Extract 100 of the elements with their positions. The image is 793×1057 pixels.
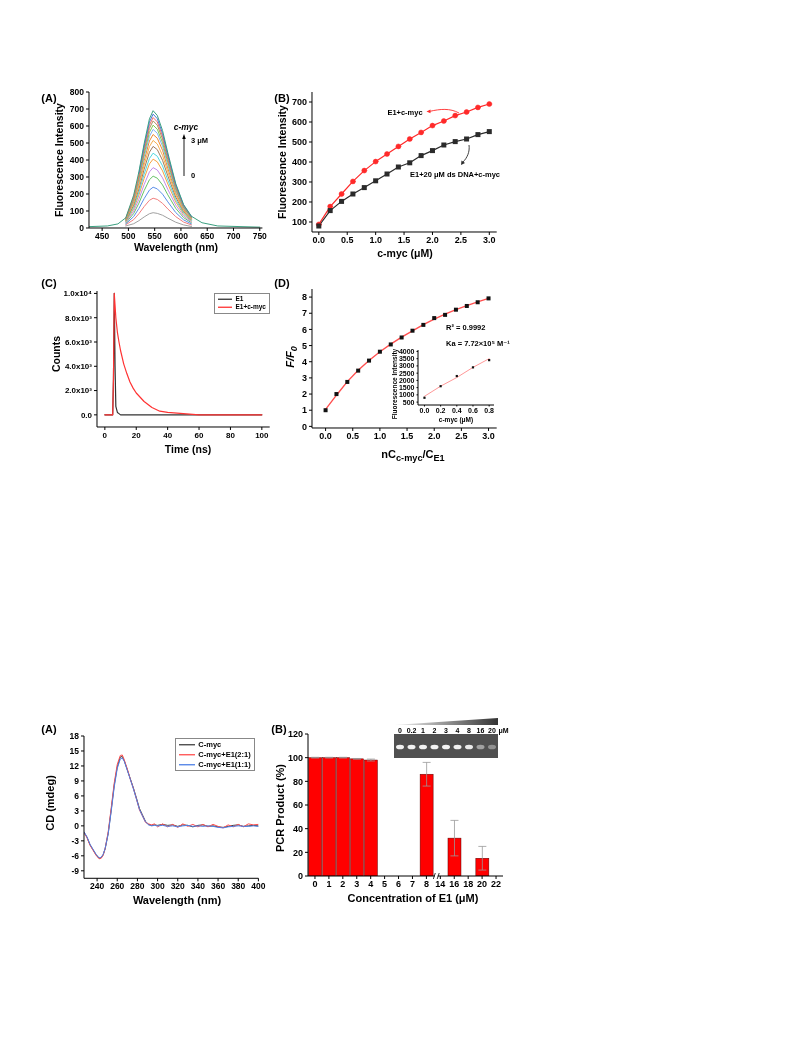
x-tick-label: 1.5 [401,431,414,442]
x-axis-title: Concentration of E1 (μM) [347,891,479,904]
y-axis-title: PCR Product (%) [273,764,286,852]
x-tick-label: 320 [170,881,186,892]
y-tick-label: 800 [70,87,85,98]
y-tick-label: 600 [292,117,308,128]
chart-title: (C) [41,276,57,289]
x-tick-label: 40 [163,430,173,440]
y-tick-label: 18 [69,731,80,742]
x-tick-label: 300 [150,881,166,892]
x-tick-label: 280 [130,881,146,892]
y-tick-label: 8.0x10³ [65,313,93,323]
y-tick-label: 300 [292,177,308,188]
y-tick-label: 700 [70,104,85,115]
x-tick-label: 0.0 [319,431,333,442]
y-tick-label: 1.0x10⁴ [63,289,93,299]
y-axis-title: Fluorescence Intensity [275,105,288,219]
x-tick-label: 550 [147,231,163,242]
y-tick-label: 15 [69,746,80,756]
y-tick-label: 2 [302,389,308,400]
y-tick-label: 300 [70,172,85,183]
x-tick-label: 260 [110,881,125,892]
y-tick-label: 40 [293,823,304,834]
y-tick-label: 4 [302,356,308,367]
y-tick-label: 2.0x10³ [65,386,93,396]
y-tick-label: 700 [292,97,308,108]
x-tick-label: 1.0 [373,431,387,442]
y-tick-label: 4.0x10³ [65,362,93,372]
y-tick-label: -3 [71,835,80,846]
x-tick-label: 14 [435,879,446,890]
y-tick-label: 80 [293,776,304,787]
y-tick-label: 100 [292,217,308,228]
x-tick-label: 8 [424,879,430,890]
chart-title: (D) [274,276,290,289]
x-tick-label: 3.0 [482,431,496,442]
y-tick-label: 200 [292,197,308,208]
x-axis-title: Wavelength (nm) [132,893,222,906]
x-tick-label: 0 [102,430,108,440]
y-tick-label: 500 [70,138,85,149]
y-tick-label: 500 [292,137,308,148]
chart-title: (B) [271,722,287,735]
chart-title: (A) [41,91,57,103]
x-tick-label: 600 [174,231,189,242]
x-tick-label: 240 [90,881,105,892]
y-tick-label: 8 [302,292,308,303]
y-tick-label: 60 [293,800,304,811]
x-tick-label: 360 [211,881,226,892]
y-tick-label: 0 [298,871,304,882]
y-tick-label: 6.0x10³ [65,337,93,347]
x-tick-label: 4 [368,879,374,890]
x-tick-label: 22 [491,879,502,890]
y-tick-label: 200 [70,189,85,200]
y-axis-title: Fluorescence Intensity [52,103,65,217]
x-tick-label: 340 [191,881,206,892]
x-tick-label: 1 [326,879,332,890]
x-tick-label: 0.5 [341,235,354,246]
x-tick-label: 1.5 [398,235,411,246]
x-tick-label: 5 [382,879,388,890]
y-tick-label: 0 [302,421,308,432]
x-tick-label: 0 [312,879,318,890]
x-tick-label: 700 [226,231,242,242]
y-tick-label: 600 [70,121,85,132]
x-tick-label: 450 [95,231,110,242]
x-tick-label: 2.0 [428,431,441,442]
x-tick-label: 2.0 [426,235,440,246]
x-tick-label: 20 [477,879,488,890]
y-tick-label: -6 [71,850,80,861]
y-axis-title: CD (mdeg) [43,775,56,831]
y-tick-label: 5 [302,340,308,351]
x-tick-label: 80 [226,430,236,440]
y-tick-label: 9 [74,775,80,786]
y-tick-label: 120 [288,729,304,740]
x-axis-title: c-myc (μM) [377,246,433,259]
x-tick-label: 400 [251,881,267,892]
x-tick-label: 2.5 [455,431,468,442]
y-tick-label: 100 [70,206,85,217]
y-axis-title: Counts [49,335,62,373]
y-tick-label: 3 [302,373,308,384]
x-axis-title: nC$_{c-myc}$/C$_{E1}$ [381,447,445,464]
x-tick-label: 3.0 [483,235,496,246]
x-tick-label: 650 [200,231,215,242]
chart-title: (B) [274,91,290,103]
y-tick-label: 0 [79,223,85,234]
x-tick-label: 500 [121,231,137,242]
y-tick-label: 7 [302,308,308,319]
y-tick-label: 0 [74,820,80,831]
y-tick-label: -9 [71,865,80,876]
chart-title: (A) [41,722,57,735]
y-tick-label: 100 [288,752,304,763]
x-tick-label: 16 [449,879,460,890]
x-axis-title: Wavelength (nm) [133,240,219,253]
x-tick-label: 2 [340,879,346,890]
y-tick-label: 20 [293,847,304,858]
x-tick-label: 100 [255,430,270,440]
x-tick-label: 3 [354,879,360,890]
x-tick-label: 60 [194,430,205,440]
annotation: c-myc [173,121,199,132]
x-tick-label: 380 [231,881,246,892]
y-tick-label: 3 [74,805,80,816]
x-tick-label: 750 [252,231,268,242]
